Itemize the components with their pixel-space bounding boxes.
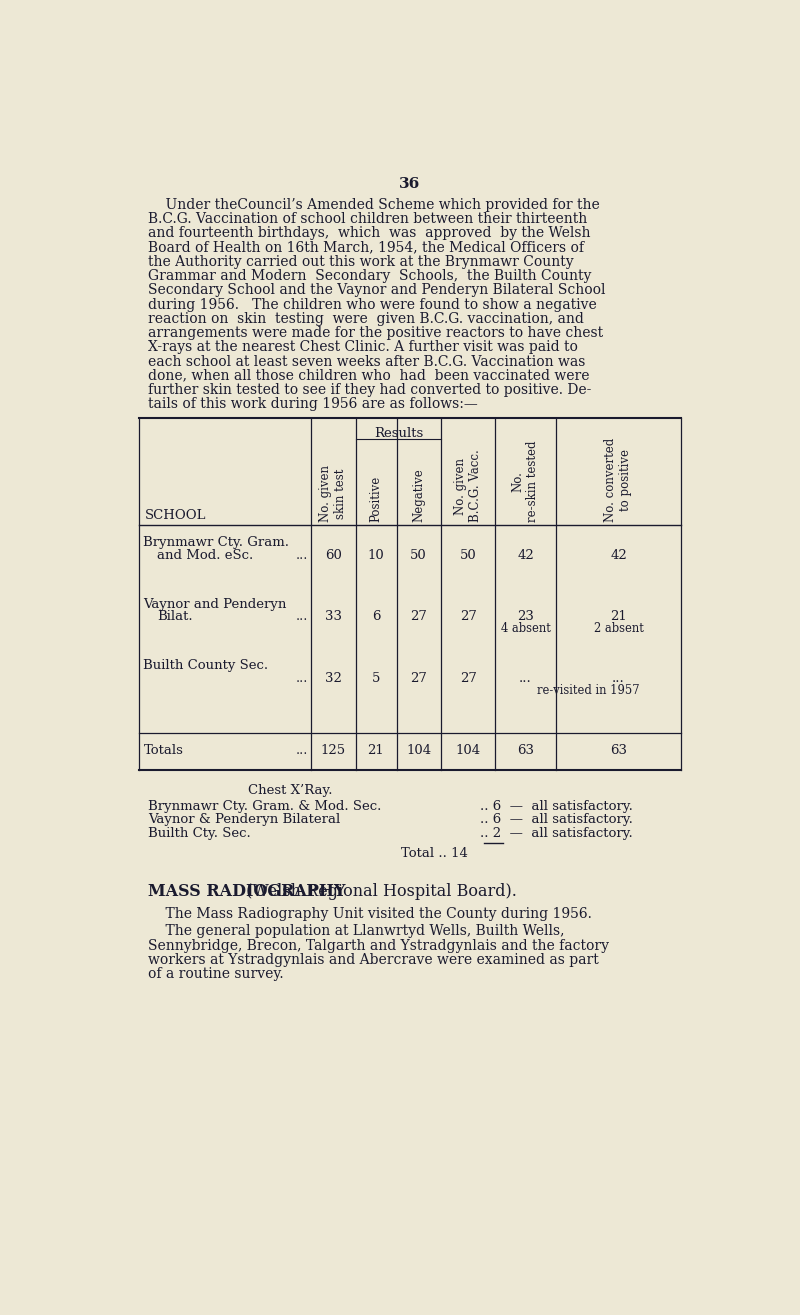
Text: 27: 27 — [410, 610, 427, 623]
Text: 21: 21 — [367, 744, 384, 757]
Text: each school at least seven weeks after B.C.G. Vaccination was: each school at least seven weeks after B… — [148, 355, 586, 368]
Text: No. converted
to positive: No. converted to positive — [605, 438, 633, 522]
Text: Board of Health on 16th March, 1954, the Medical Officers of: Board of Health on 16th March, 1954, the… — [148, 241, 584, 255]
Text: Brynmawr Cty. Gram. & Mod. Sec.: Brynmawr Cty. Gram. & Mod. Sec. — [148, 800, 382, 813]
Text: B.C.G. Vaccination of school children between their thirteenth: B.C.G. Vaccination of school children be… — [148, 212, 587, 226]
Text: Vaynor and Penderyn: Vaynor and Penderyn — [143, 598, 286, 611]
Text: 33: 33 — [325, 610, 342, 623]
Text: MASS RADIOGRAPHY: MASS RADIOGRAPHY — [148, 882, 346, 899]
Text: 2 absent: 2 absent — [594, 622, 643, 635]
Text: 104: 104 — [455, 744, 481, 757]
Text: Totals: Totals — [143, 744, 183, 757]
Text: tails of this work during 1956 are as follows:—: tails of this work during 1956 are as fo… — [148, 397, 478, 412]
Text: Results: Results — [374, 427, 423, 441]
Text: ...: ... — [612, 672, 625, 685]
Text: 50: 50 — [410, 548, 427, 562]
Text: No. given
B.C.G. Vacc.: No. given B.C.G. Vacc. — [454, 450, 482, 522]
Text: 50: 50 — [460, 548, 477, 562]
Text: 27: 27 — [460, 672, 477, 685]
Text: 32: 32 — [325, 672, 342, 685]
Text: ...: ... — [295, 744, 308, 757]
Text: 42: 42 — [517, 548, 534, 562]
Text: Bilat.: Bilat. — [158, 610, 193, 623]
Text: reaction on  skin  testing  were  given B.C.G. vaccination, and: reaction on skin testing were given B.C.… — [148, 312, 584, 326]
Text: done, when all those children who  had  been vaccinated were: done, when all those children who had be… — [148, 368, 590, 383]
Text: Vaynor & Penderyn Bilateral: Vaynor & Penderyn Bilateral — [148, 814, 340, 826]
Text: the Authority carried out this work at the Brynmawr County: the Authority carried out this work at t… — [148, 255, 574, 268]
Text: arrangements were made for the positive reactors to have chest: arrangements were made for the positive … — [148, 326, 603, 341]
Text: during 1956.   The children who were found to show a negative: during 1956. The children who were found… — [148, 297, 597, 312]
Text: 63: 63 — [517, 744, 534, 757]
Text: Positive: Positive — [370, 476, 382, 522]
Text: and fourteenth birthdays,  which  was  approved  by the Welsh: and fourteenth birthdays, which was appr… — [148, 226, 590, 241]
Text: Secondary School and the Vaynor and Penderyn Bilateral School: Secondary School and the Vaynor and Pend… — [148, 283, 606, 297]
Text: 5: 5 — [372, 672, 380, 685]
Text: (Welsh Regional Hospital Board).: (Welsh Regional Hospital Board). — [241, 882, 517, 899]
Text: .. 6  —  all satisfactory.: .. 6 — all satisfactory. — [480, 814, 633, 826]
Text: Builth County Sec.: Builth County Sec. — [143, 659, 269, 672]
Text: 6: 6 — [372, 610, 380, 623]
Text: X-rays at the nearest Chest Clinic. A further visit was paid to: X-rays at the nearest Chest Clinic. A fu… — [148, 341, 578, 354]
Text: Under theCouncil’s Amended Scheme which provided for the: Under theCouncil’s Amended Scheme which … — [148, 197, 600, 212]
Text: Negative: Negative — [412, 468, 425, 522]
Text: of a routine survey.: of a routine survey. — [148, 967, 284, 981]
Text: Total .. 14: Total .. 14 — [401, 847, 467, 860]
Text: ...: ... — [519, 672, 532, 685]
Text: Grammar and Modern  Secondary  Schools,  the Builth County: Grammar and Modern Secondary Schools, th… — [148, 270, 591, 283]
Text: 27: 27 — [460, 610, 477, 623]
Text: Brynmawr Cty. Gram.: Brynmawr Cty. Gram. — [143, 537, 290, 550]
Text: The Mass Radiography Unit visited the County during 1956.: The Mass Radiography Unit visited the Co… — [148, 907, 592, 922]
Text: No.
re-skin tested: No. re-skin tested — [511, 441, 539, 522]
Text: .. 2  —  all satisfactory.: .. 2 — all satisfactory. — [480, 827, 633, 840]
Text: 36: 36 — [399, 178, 421, 191]
Text: 104: 104 — [406, 744, 431, 757]
Text: 60: 60 — [325, 548, 342, 562]
Text: further skin tested to see if they had converted to positive. De-: further skin tested to see if they had c… — [148, 383, 591, 397]
Text: .. 6  —  all satisfactory.: .. 6 — all satisfactory. — [480, 800, 633, 813]
Text: The general population at Llanwrtyd Wells, Builth Wells,: The general population at Llanwrtyd Well… — [148, 924, 565, 939]
Text: SCHOOL: SCHOOL — [145, 509, 206, 522]
Text: ...: ... — [295, 672, 308, 685]
Text: ...: ... — [295, 610, 308, 623]
Text: 27: 27 — [410, 672, 427, 685]
Text: workers at Ystradgynlais and Abercrave were examined as part: workers at Ystradgynlais and Abercrave w… — [148, 953, 598, 967]
Text: 23: 23 — [517, 610, 534, 623]
Text: Sennybridge, Brecon, Talgarth and Ystradgynlais and the factory: Sennybridge, Brecon, Talgarth and Ystrad… — [148, 939, 609, 952]
Text: and Mod. eSc.: and Mod. eSc. — [158, 548, 254, 562]
Text: 125: 125 — [321, 744, 346, 757]
Text: Builth Cty. Sec.: Builth Cty. Sec. — [148, 827, 251, 840]
Text: ...: ... — [295, 548, 308, 562]
Text: 10: 10 — [367, 548, 384, 562]
Text: 21: 21 — [610, 610, 627, 623]
Text: 4 absent: 4 absent — [501, 622, 550, 635]
Text: 42: 42 — [610, 548, 627, 562]
Text: re-visited in 1957: re-visited in 1957 — [537, 684, 639, 697]
Text: 63: 63 — [610, 744, 627, 757]
Text: Chest X’Ray.: Chest X’Ray. — [248, 784, 332, 797]
Text: No. given
skin test: No. given skin test — [319, 466, 347, 522]
